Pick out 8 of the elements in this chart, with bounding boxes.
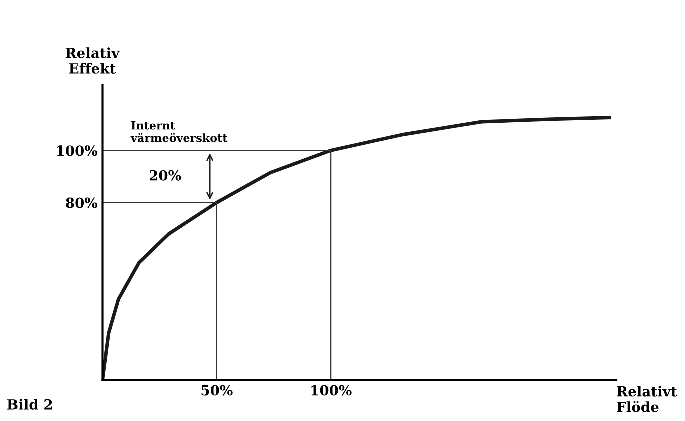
y-tick-label: 80% — [66, 198, 98, 208]
y-axis-title: Relativ Effekt — [66, 48, 120, 74]
text: Bild 2 — [8, 399, 52, 410]
x-axis-title: Relativt Flöde — [617, 386, 678, 412]
line-series — [102, 116, 612, 380]
annotation: Internt värmeöverskott — [130, 122, 228, 142]
x-tick-label: 50% — [202, 385, 233, 396]
annotation: 20% — [150, 170, 182, 181]
